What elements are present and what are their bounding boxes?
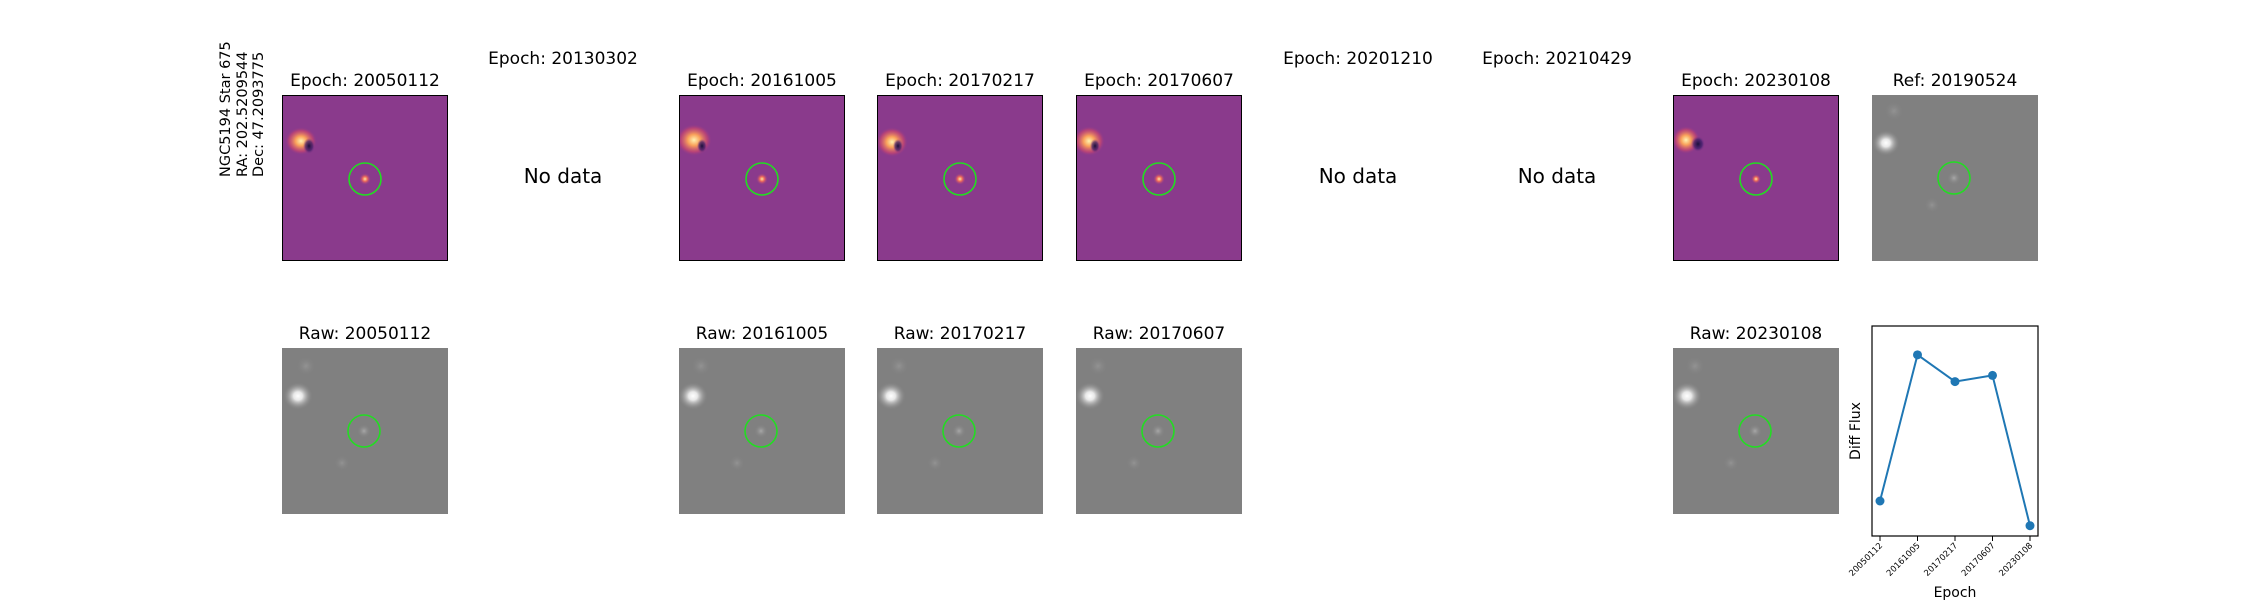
x-tick-label: 20230108 [1997, 541, 2035, 579]
panel-title-raw-3: Raw: 20170607 [1092, 324, 1226, 344]
x-tick-label: 20170217 [1922, 541, 1960, 579]
data-point [1913, 350, 1922, 360]
no-data-label-5: No data [1318, 164, 1398, 188]
target-dec: Dec: 47.2093775 [251, 51, 267, 177]
chart-ylabel: Diff Flux [1848, 402, 1864, 460]
data-point [1950, 377, 1960, 387]
target-label: NGC5194 Star 675 RA: 202.5209544 Dec: 47… [218, 17, 268, 177]
panel-title-raw-2: Raw: 20170217 [893, 324, 1027, 344]
chart-frame [1871, 325, 2039, 537]
x-tick-label: 20050112 [1847, 541, 1885, 579]
data-point [1988, 370, 1997, 380]
panel-title-diff-0: Epoch: 20050112 [290, 71, 440, 91]
raw-image-1 [679, 348, 845, 514]
diff-flux-chart: 20050112 20161005 20170217 20170607 20230108… [1847, 325, 2039, 600]
panel-title-diff-3: Epoch: 20170217 [885, 71, 1035, 91]
panel-title-diff-7: Epoch: 20230108 [1681, 71, 1831, 91]
panel-title-diff-1: Epoch: 20130302 [488, 49, 638, 69]
chart-xlabel: Epoch [1934, 585, 1977, 600]
raw-image-0 [282, 348, 448, 514]
target-name: NGC5194 Star 675 [218, 41, 234, 177]
no-data-label-6: No data [1517, 164, 1597, 188]
panel-title-raw-4: Raw: 20230108 [1689, 324, 1823, 344]
panel-title-raw-0: Raw: 20050112 [298, 324, 432, 344]
panel-title-diff-2: Epoch: 20161005 [687, 71, 837, 91]
difference-image-4 [1076, 95, 1242, 261]
difference-image-2 [679, 95, 845, 261]
raw-image-4 [1673, 348, 1839, 514]
raw-image-3 [1076, 348, 1242, 514]
panel-title-ref: Ref: 20190524 [1892, 71, 2018, 91]
x-tick-label: 20161005 [1885, 541, 1923, 579]
raw-image-2 [877, 348, 1043, 514]
chart-series-layer [1875, 350, 2035, 531]
data-point [2025, 521, 2035, 531]
x-tick-label: 20170607 [1960, 541, 1998, 579]
panel-title-raw-1: Raw: 20161005 [695, 324, 829, 344]
data-point [1875, 496, 1885, 506]
difference-image-3 [877, 95, 1043, 261]
reference-image [1872, 95, 2038, 261]
difference-image-7 [1673, 95, 1839, 261]
no-data-label-1: No data [523, 164, 603, 188]
chart-tick-layer: 20050112 20161005 20170217 20170607 20230108 [1847, 536, 2035, 579]
target-ra: RA: 202.5209544 [234, 51, 251, 177]
panel-title-diff-4: Epoch: 20170607 [1084, 71, 1234, 91]
panel-title-diff-6: Epoch: 20210429 [1482, 49, 1632, 69]
panel-title-diff-5: Epoch: 20201210 [1283, 49, 1433, 69]
difference-image-0 [282, 95, 448, 261]
